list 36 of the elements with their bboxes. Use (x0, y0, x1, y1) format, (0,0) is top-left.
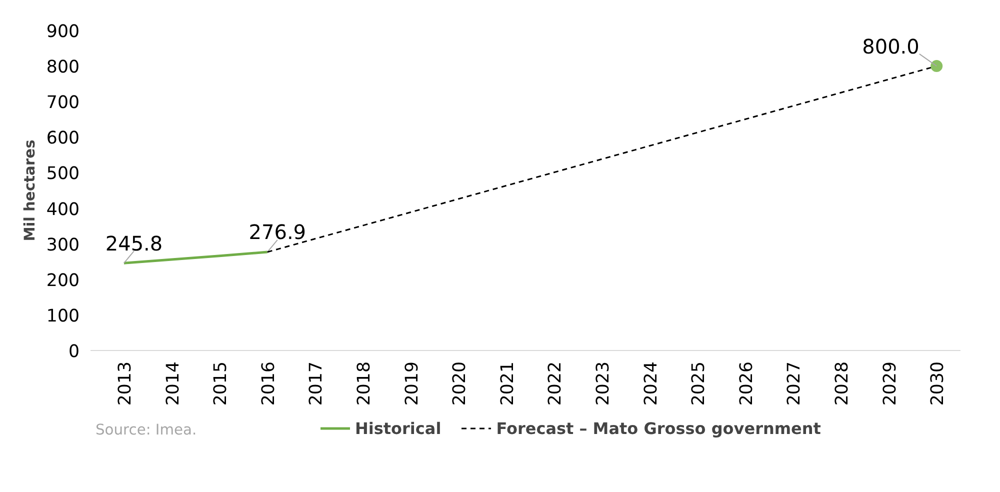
x-tick-label: 2018 (354, 361, 374, 406)
x-tick-label: 2024 (641, 361, 662, 406)
x-tick-label: 2029 (880, 361, 900, 406)
y-axis-title: Mil hectares (21, 139, 38, 242)
x-tick-label: 2014 (163, 361, 184, 406)
y-tick-label: 600 (46, 128, 80, 149)
x-tick-label: 2016 (258, 361, 279, 406)
data-label: 276.9 (248, 220, 306, 244)
x-tick-label: 2017 (306, 361, 327, 406)
data-label: 245.8 (105, 231, 163, 256)
x-tick-label: 2022 (546, 361, 566, 406)
y-tick-label: 900 (46, 22, 80, 42)
x-tick-label: 2021 (498, 361, 518, 406)
x-tick-label: 2026 (736, 361, 757, 406)
x-tick-label: 2015 (211, 361, 232, 406)
source-note: Source: Imea. (96, 422, 197, 438)
y-tick-label: 200 (46, 270, 80, 291)
x-tick-label: 2030 (928, 361, 948, 406)
legend-label: Forecast – Mato Grosso government (496, 418, 821, 438)
y-tick-label: 100 (46, 306, 80, 326)
legend-label: Historical (355, 418, 442, 438)
x-tick-label: 2020 (450, 361, 470, 406)
data-label: 800.0 (862, 34, 920, 58)
y-tick-label: 300 (46, 235, 80, 256)
x-tick-label: 2019 (402, 361, 422, 406)
y-tick-label: 500 (46, 164, 80, 184)
x-tick-label: 2023 (593, 361, 614, 406)
line-series (122, 250, 269, 264)
x-tick-label: 2013 (115, 361, 136, 406)
y-tick-label: 700 (46, 93, 80, 114)
y-tick-label: 800 (46, 58, 80, 78)
y-tick-label: 400 (46, 200, 80, 220)
x-tick-label: 2028 (832, 361, 852, 406)
y-tick-label: 0 (68, 342, 80, 362)
x-tick-label: 2025 (689, 361, 710, 406)
x-tick-label: 2027 (784, 361, 805, 406)
